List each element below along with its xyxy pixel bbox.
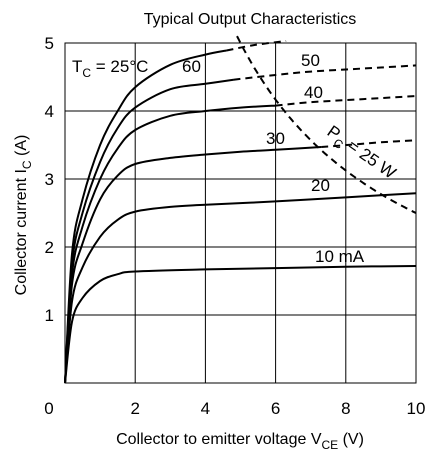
- curve-label-60: 60: [182, 57, 201, 76]
- x-tick-label: 6: [271, 399, 280, 418]
- y-tick-label: 1: [45, 306, 54, 325]
- curve-label-20: 20: [311, 176, 330, 195]
- curve-label-50: 50: [301, 51, 320, 70]
- x-tick-label: 10: [407, 399, 426, 418]
- curve-30: [64, 146, 322, 384]
- y-tick-label: 3: [45, 170, 54, 189]
- temperature-condition: TC = 25°C: [72, 57, 148, 80]
- curve-30-dashed: [321, 139, 417, 148]
- curve-40: [64, 104, 276, 384]
- curve-20: [64, 192, 417, 384]
- power-dissipation-label: PC = 25 W: [321, 122, 399, 186]
- curve-label-10-ma: 10 mA: [315, 247, 365, 266]
- x-tick-label: 4: [201, 399, 210, 418]
- y-tick-labels: 1 2 3 4 5: [45, 34, 54, 325]
- curve-60-dashed: [226, 40, 287, 52]
- chart-title: Typical Output Characteristics: [144, 11, 357, 28]
- grid: [64, 42, 417, 384]
- x-axis-title: Collector to emitter voltage VCE (V): [116, 431, 364, 451]
- curves: [64, 35, 417, 384]
- x-tick-label: 2: [130, 399, 139, 418]
- y-tick-label: 5: [45, 34, 54, 53]
- x-tick-label: 0: [44, 399, 53, 418]
- curve-label-30: 30: [266, 129, 285, 148]
- curve-50: [64, 78, 234, 384]
- power-limit-curve: [236, 35, 417, 214]
- y-tick-label: 4: [45, 102, 54, 121]
- curve-10-ma: [64, 265, 417, 384]
- x-tick-labels: 0 2 4 6 8 10: [44, 399, 425, 418]
- curve-label-40: 40: [304, 83, 323, 102]
- x-tick-label: 8: [341, 399, 350, 418]
- curve-60: [64, 49, 227, 384]
- y-axis-title: Collector current IC (A): [13, 135, 34, 296]
- y-tick-label: 2: [45, 238, 54, 257]
- curve-labels: 10 mA 20 30 40 50 60: [182, 51, 365, 266]
- curve-50-dashed: [233, 64, 417, 81]
- plot-frame: [64, 42, 417, 384]
